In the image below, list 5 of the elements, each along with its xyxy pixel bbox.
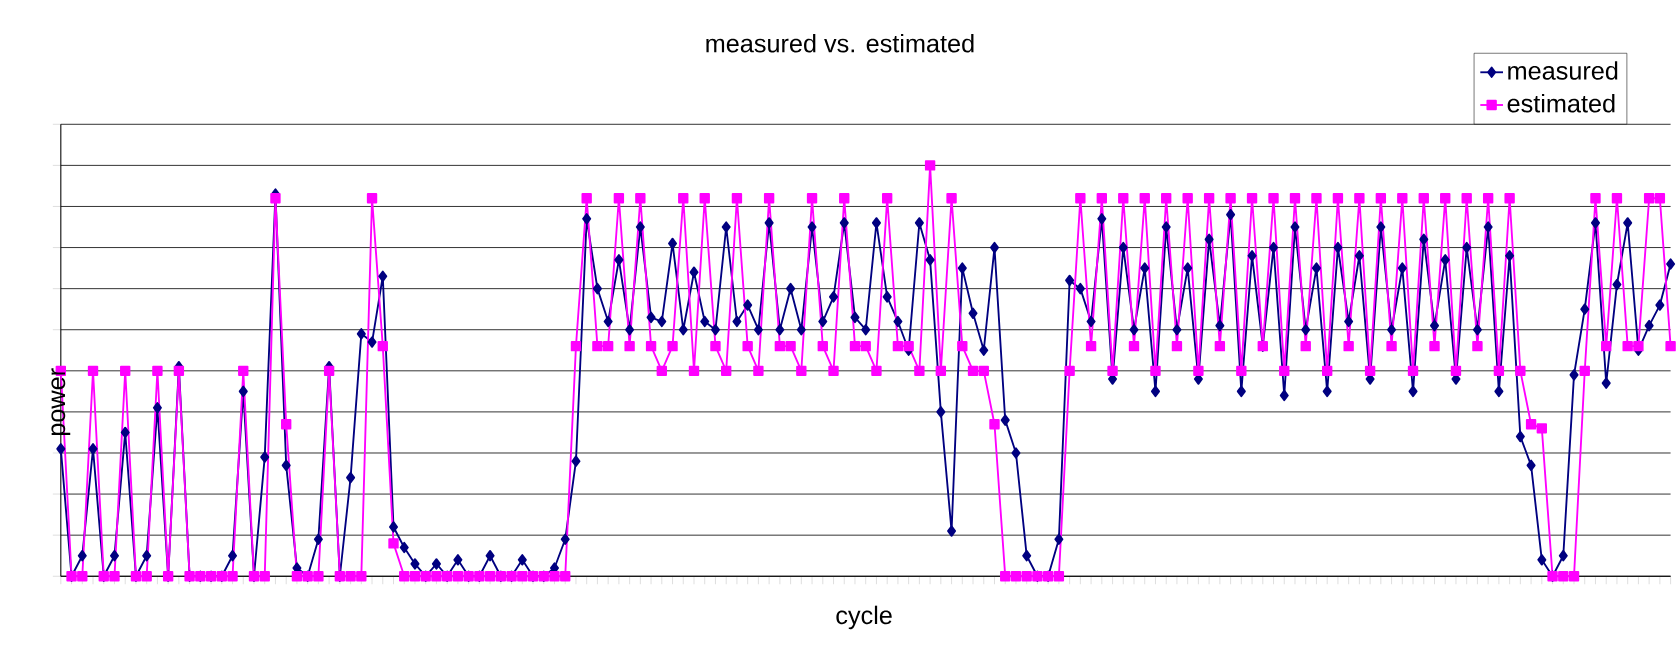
legend-label: estimated	[1507, 93, 1615, 113]
y-axis-title: power	[51, 368, 71, 436]
legend-label: measured	[1508, 61, 1618, 80]
x-axis-title: cycle	[836, 605, 892, 630]
chart-title: measured vs. estimated	[706, 33, 974, 53]
